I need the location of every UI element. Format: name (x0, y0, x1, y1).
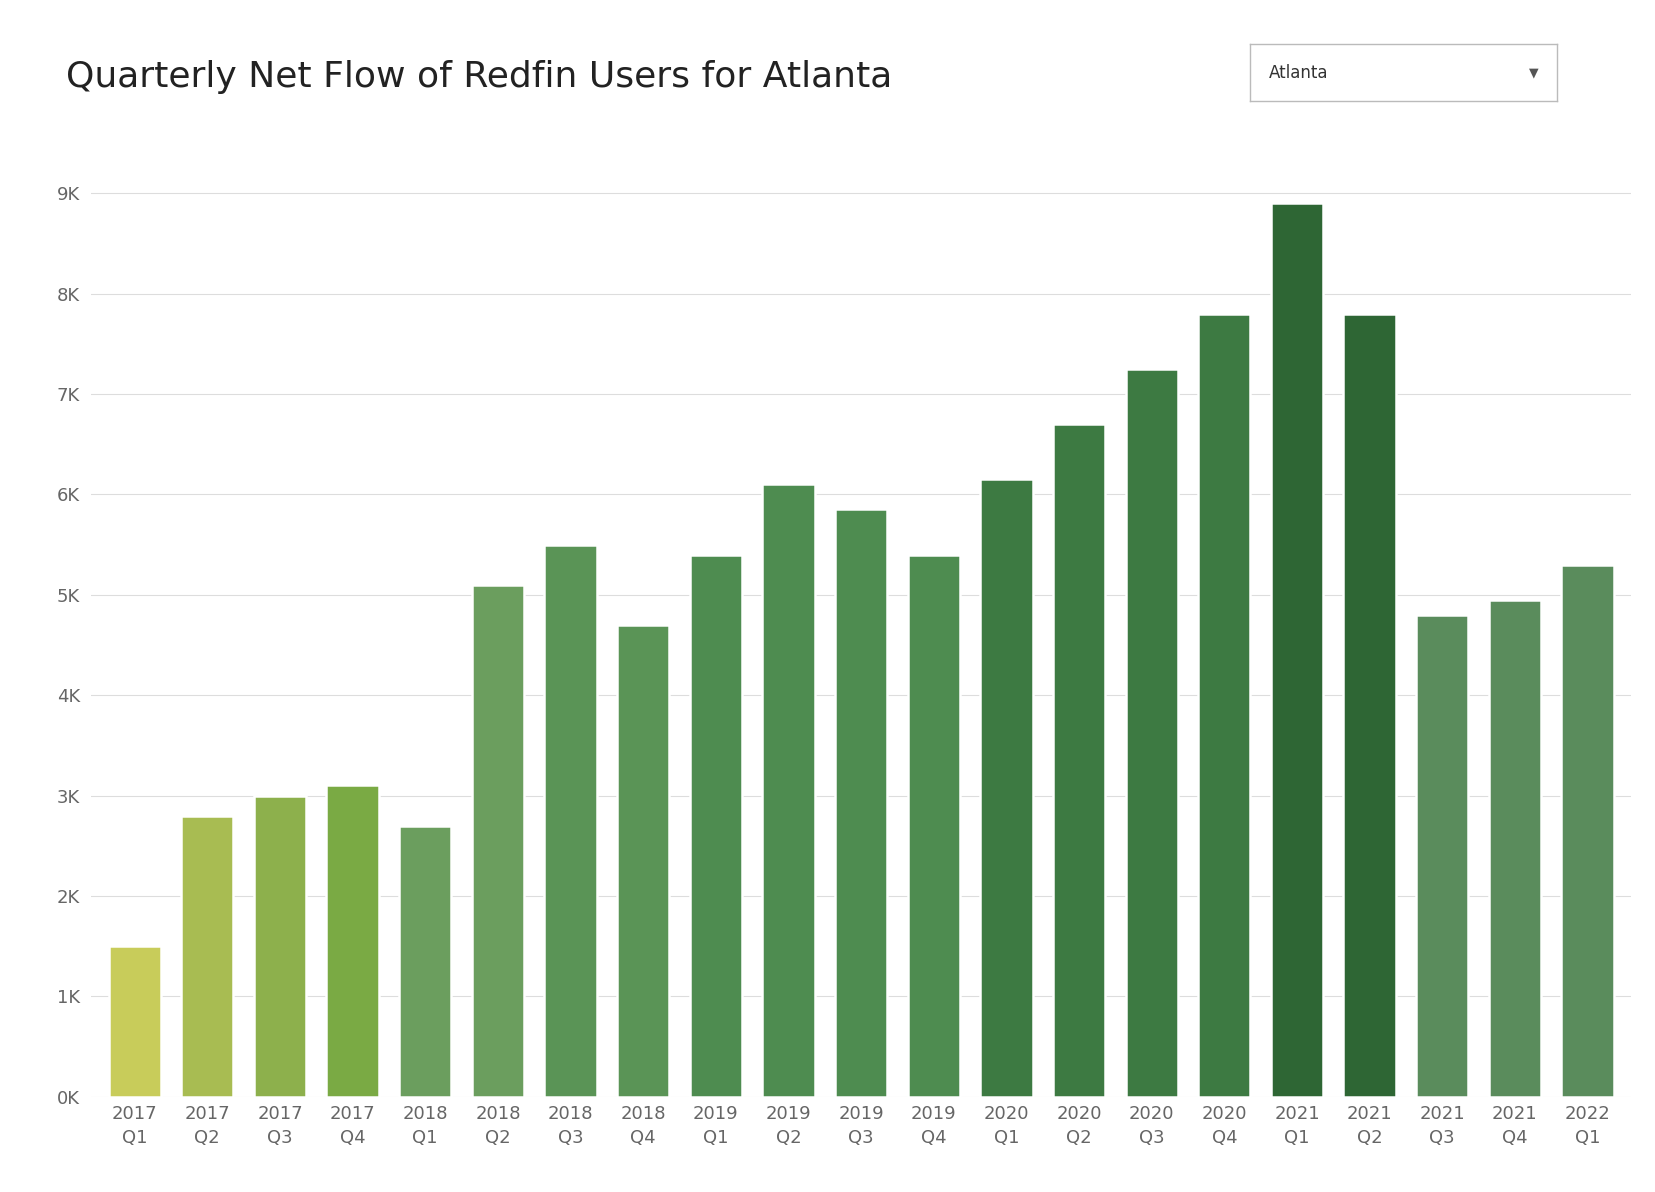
Bar (688, 554, 741, 1097)
Bar (1415, 615, 1468, 1097)
Bar (326, 786, 379, 1097)
Bar (1561, 565, 1612, 1097)
Bar (907, 554, 960, 1097)
Bar (980, 479, 1033, 1097)
Bar (1053, 424, 1104, 1097)
Bar (1198, 313, 1250, 1097)
Bar (544, 545, 596, 1097)
Bar (109, 946, 161, 1097)
Bar (472, 585, 523, 1097)
Text: Quarterly Net Flow of Redfin Users for Atlanta: Quarterly Net Flow of Redfin Users for A… (66, 60, 892, 94)
Bar (761, 484, 814, 1097)
Text: ▼: ▼ (1528, 67, 1537, 79)
Text: Atlanta: Atlanta (1268, 63, 1327, 82)
Bar (180, 815, 233, 1097)
Bar (399, 826, 452, 1097)
Bar (253, 795, 306, 1097)
Bar (1269, 204, 1322, 1097)
Bar (1342, 313, 1395, 1097)
Bar (1125, 368, 1177, 1097)
Bar (617, 625, 669, 1097)
Bar (834, 509, 887, 1097)
Bar (1488, 600, 1541, 1097)
